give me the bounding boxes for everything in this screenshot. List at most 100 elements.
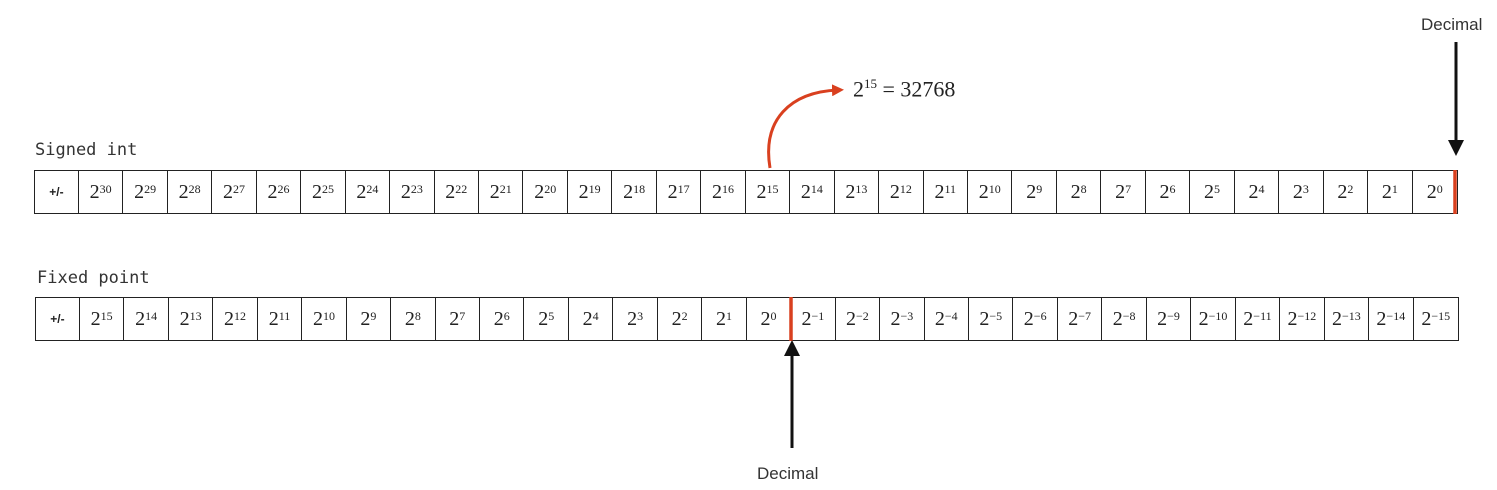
bit-base: 2 — [404, 307, 415, 330]
bit-exponent: −6 — [1033, 308, 1047, 323]
bit-exponent: 28 — [188, 181, 201, 196]
bit-exponent: 0 — [1436, 181, 1443, 196]
bit-cell: 2 15 — [746, 171, 791, 213]
bit-exponent: −1 — [811, 308, 825, 323]
bit-base: 2 — [1292, 180, 1303, 203]
bit-exponent: 2 — [681, 308, 688, 323]
bit-exponent: 21 — [499, 181, 512, 196]
bit-cell: 2 −4 — [925, 298, 970, 340]
bit-cell: 2 20 — [523, 171, 568, 213]
bit-exponent: −4 — [944, 308, 958, 323]
bit-exponent: 24 — [366, 181, 379, 196]
bit-base: 2 — [979, 307, 990, 330]
bit-cell: 2 −7 — [1058, 298, 1103, 340]
bit-base: 2 — [90, 307, 101, 330]
bit-exponent: −5 — [989, 308, 1003, 323]
bit-base: 2 — [845, 180, 856, 203]
bit-base: 2 — [712, 180, 723, 203]
bit-cell: 2 −1 — [791, 298, 836, 340]
bit-cell: 2 29 — [123, 171, 168, 213]
bit-exponent: −15 — [1431, 308, 1451, 323]
bit-exponent: −14 — [1386, 308, 1406, 323]
formula-exponent: 15 — [864, 76, 877, 91]
bit-base: 2 — [400, 180, 411, 203]
bit-base: 2 — [356, 180, 367, 203]
bit-cell: 2 13 — [835, 171, 880, 213]
bit-exponent: 9 — [1036, 181, 1043, 196]
bit-exponent: −11 — [1253, 308, 1272, 323]
bit-base: 2 — [1421, 307, 1432, 330]
bit-exponent: 25 — [321, 181, 334, 196]
bit-base: 2 — [534, 180, 545, 203]
bit-cell: 2 12 — [879, 171, 924, 213]
bit-cell: 2 −12 — [1280, 298, 1325, 340]
bit-cell: 2 12 — [213, 298, 258, 340]
bit-base: 2 — [623, 180, 634, 203]
bit-cell: 2 14 — [124, 298, 169, 340]
bit-exponent: 13 — [189, 308, 202, 323]
bit-base: 2 — [1068, 307, 1079, 330]
bit-base: 2 — [890, 307, 901, 330]
bit-exponent: −12 — [1297, 308, 1317, 323]
bit-cell: 2 21 — [479, 171, 524, 213]
bit-exponent: 2 — [1347, 181, 1354, 196]
bit-base: 2 — [493, 307, 504, 330]
decimal-label-bottom: Decimal — [757, 464, 819, 483]
bit-cell: 2 11 — [924, 171, 969, 213]
bit-cell: 2 15 — [80, 298, 125, 340]
bit-exponent: −8 — [1122, 308, 1136, 323]
bit-exponent: 5 — [1214, 181, 1220, 196]
bit-cell: 2 24 — [346, 171, 391, 213]
bit-exponent: 9 — [370, 308, 377, 323]
bit-base: 2 — [800, 180, 811, 203]
bit-exponent: 29 — [144, 181, 157, 196]
bit-exponent: 20 — [544, 181, 557, 196]
bit-cell: 2 22 — [435, 171, 480, 213]
bit-base: 2 — [582, 307, 593, 330]
bit-cell: 2 −6 — [1013, 298, 1058, 340]
bit-exponent: 10 — [988, 181, 1001, 196]
bit-base: 2 — [1287, 307, 1298, 330]
bit-base: 2 — [1157, 307, 1168, 330]
bit-exponent: −3 — [900, 308, 914, 323]
bit-exponent: 13 — [855, 181, 868, 196]
bit-cell: 2 −10 — [1191, 298, 1236, 340]
bit-cell: 2 26 — [257, 171, 302, 213]
bit-exponent: 30 — [99, 181, 112, 196]
bit-base: 2 — [489, 180, 500, 203]
bit-exponent: −7 — [1078, 308, 1092, 323]
bit-base: 2 — [801, 307, 812, 330]
bit-exponent: 14 — [810, 181, 823, 196]
bit-base: 2 — [311, 180, 322, 203]
decimal-arrowhead-bottom — [784, 340, 800, 356]
bit-base: 2 — [1198, 307, 1209, 330]
bit-exponent: 3 — [1302, 181, 1309, 196]
bit-base: 2 — [134, 180, 145, 203]
bit-base: 2 — [538, 307, 549, 330]
bit-exponent: 27 — [233, 181, 246, 196]
bit-base: 2 — [1070, 180, 1081, 203]
formula-value: = 32768 — [882, 76, 956, 102]
bit-base: 2 — [1112, 307, 1123, 330]
bit-cell: 2 23 — [390, 171, 435, 213]
bit-exponent: 4 — [1258, 181, 1265, 196]
bit-cell: 2 30 — [79, 171, 124, 213]
bit-cell: 2 −8 — [1102, 298, 1147, 340]
bit-base: 2 — [1159, 180, 1170, 203]
bit-exponent: 26 — [277, 181, 290, 196]
bit-exponent: 15 — [100, 308, 113, 323]
bit-cell: 2 17 — [657, 171, 702, 213]
bit-exponent: −10 — [1208, 308, 1228, 323]
bit-base: 2 — [716, 307, 727, 330]
bit-exponent: −9 — [1167, 308, 1180, 323]
bit-base: 2 — [1204, 180, 1214, 203]
bit-cell: 2 19 — [568, 171, 613, 213]
bit-cell: 2 −11 — [1236, 298, 1281, 340]
